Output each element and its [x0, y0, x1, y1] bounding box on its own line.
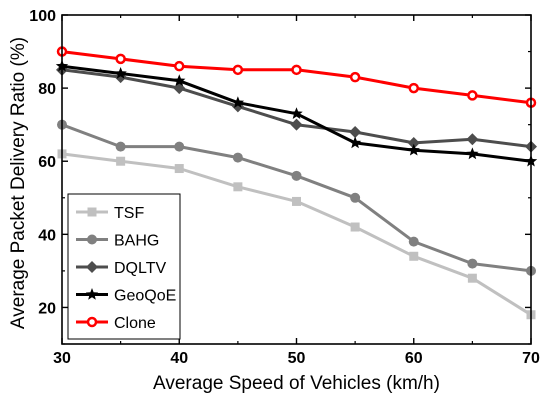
y-tick-label: 40 [38, 227, 56, 244]
data-point-tsf [233, 182, 243, 192]
data-point-geoqoe [114, 67, 127, 79]
data-point-clone [232, 64, 244, 76]
x-tick-label: 50 [288, 350, 306, 367]
x-axis-title: Average Speed of Vehicles (km/h) [153, 373, 440, 394]
data-point-bahg [232, 152, 243, 163]
legend-marker-bahg [87, 234, 97, 245]
data-point-tsf [292, 196, 301, 206]
x-tick-label: 30 [53, 350, 71, 367]
legend-label-bahg: BAHG [114, 233, 159, 250]
series-line-clone [61, 50, 532, 105]
y-axis-title: Average Packet Delivery Ratio (%) [8, 37, 29, 329]
data-point-bahg [408, 236, 419, 247]
data-point-bahg [350, 192, 361, 203]
data-point-geoqoe [348, 136, 362, 149]
data-point-tsf [467, 273, 477, 283]
data-point-tsf [116, 156, 126, 166]
data-point-tsf [350, 222, 360, 232]
data-point-clone [349, 71, 361, 83]
data-point-tsf [174, 164, 184, 174]
data-point-geoqoe [407, 143, 420, 156]
data-point-clone [174, 60, 185, 72]
data-point-clone [115, 53, 126, 65]
legend-marker-clone [86, 316, 98, 328]
data-point-geoqoe [466, 147, 479, 160]
data-point-clone [408, 82, 419, 94]
x-tick-label: 70 [522, 350, 540, 367]
data-point-dqltv [290, 118, 303, 131]
legend-marker-geoqoe [85, 288, 99, 300]
data-point-dqltv [407, 136, 420, 149]
data-point-bahg [467, 258, 478, 269]
data-point-dqltv [466, 133, 479, 146]
legend-marker-tsf [87, 207, 97, 217]
legend-marker-dqltv [86, 261, 98, 273]
y-tick-label: 60 [38, 154, 56, 171]
data-point-clone [291, 64, 302, 76]
data-point-clone [467, 90, 478, 101]
y-tick-label: 80 [38, 81, 56, 98]
data-point-tsf [409, 251, 419, 261]
plot-frame [61, 14, 532, 345]
legend-label-tsf: TSF [114, 205, 144, 222]
legend-label-geoqoe: GeoQoE [114, 288, 176, 305]
legend-label-dqltv: DQLTV [114, 260, 166, 277]
x-tick-label: 40 [170, 350, 188, 367]
legend-label-clone: Clone [114, 315, 156, 332]
y-tick-label: 20 [38, 300, 56, 317]
data-point-geoqoe [231, 96, 245, 108]
data-point-bahg [174, 141, 185, 152]
data-point-geoqoe [173, 74, 186, 87]
data-point-dqltv [349, 125, 362, 138]
x-tick-label: 60 [405, 350, 423, 367]
data-point-geoqoe [290, 107, 303, 119]
data-point-bahg [115, 141, 126, 152]
y-tick-label: 100 [29, 8, 56, 25]
data-point-bahg [291, 170, 302, 181]
